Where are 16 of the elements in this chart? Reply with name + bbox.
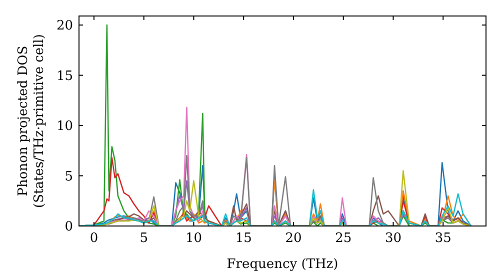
y-tick-label: 10	[56, 119, 73, 134]
x-tick-label: 30	[384, 231, 402, 246]
y-tick-label: 20	[56, 18, 73, 34]
line-series	[79, 189, 472, 226]
x-axis-title: Frequency (THz)	[226, 257, 338, 272]
x-tick-label: 10	[185, 231, 202, 246]
x-tick-label: 0	[90, 231, 98, 246]
x-tick-label: 15	[235, 231, 252, 246]
x-tick-label: 20	[285, 231, 302, 246]
y-tick-label: 5	[64, 169, 73, 184]
x-tick-label: 35	[434, 231, 452, 246]
x-tick-label: 25	[335, 231, 352, 246]
y-axis-title: Phonon projected DOS (States/THz·primitive cell)	[16, 34, 47, 208]
y-tick-label: 0	[64, 220, 73, 235]
x-tick-label: 5	[140, 231, 148, 246]
y-tick-label: 15	[56, 68, 73, 84]
